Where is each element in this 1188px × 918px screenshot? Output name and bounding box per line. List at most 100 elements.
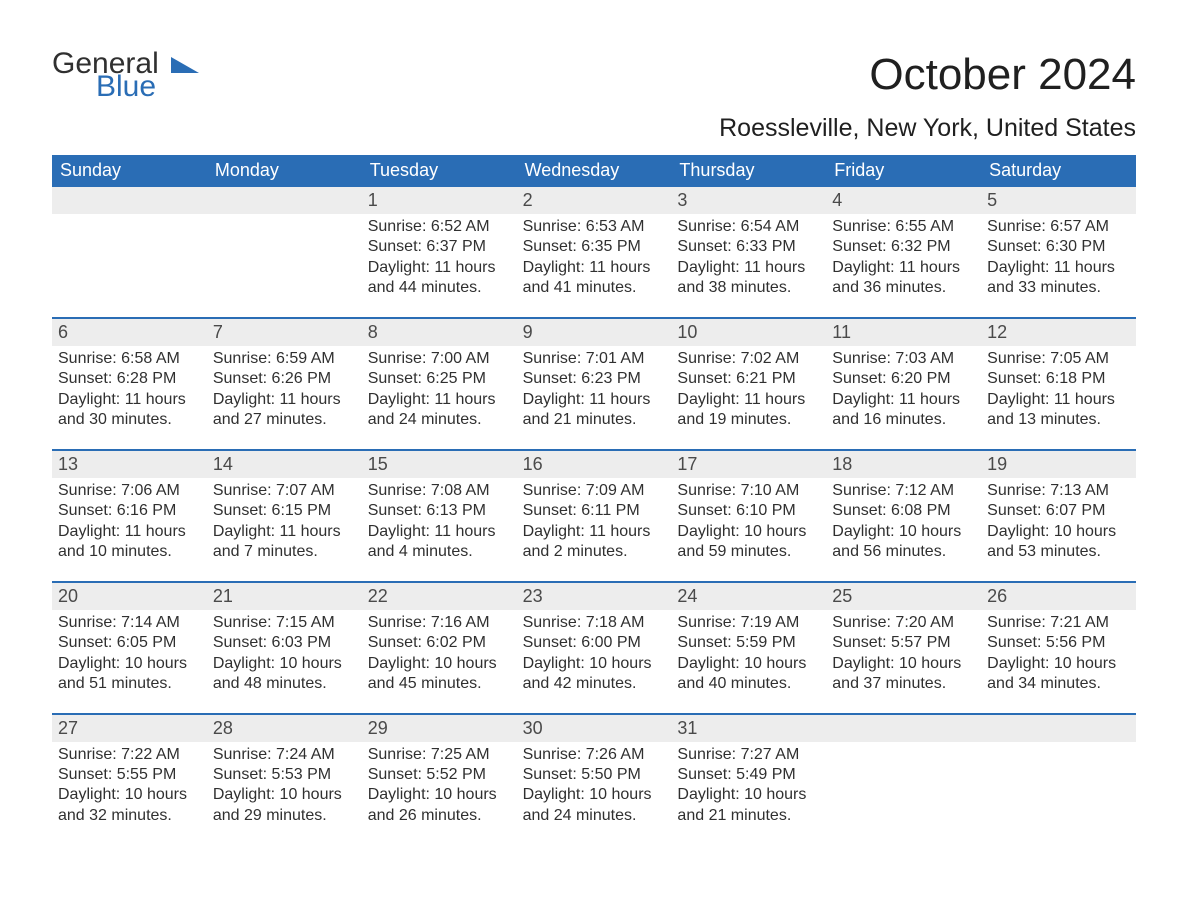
- day-line-ss: Sunset: 6:16 PM: [58, 501, 203, 521]
- day-number: 11: [826, 319, 981, 346]
- day-line-dl1: Daylight: 10 hours: [677, 522, 822, 542]
- day-line-dl2: and 21 minutes.: [523, 410, 668, 430]
- day-line-sr: Sunrise: 7:10 AM: [677, 481, 822, 501]
- calendar-cell: 6Sunrise: 6:58 AMSunset: 6:28 PMDaylight…: [52, 317, 207, 449]
- day-body: Sunrise: 6:54 AMSunset: 6:33 PMDaylight:…: [671, 214, 826, 299]
- day-number: 5: [981, 187, 1136, 214]
- day-line-dl2: and 42 minutes.: [523, 674, 668, 694]
- day-line-ss: Sunset: 6:30 PM: [987, 237, 1132, 257]
- day-number: 2: [517, 187, 672, 214]
- day-line-ss: Sunset: 6:37 PM: [368, 237, 513, 257]
- day-number: [981, 715, 1136, 742]
- calendar-cell: 30Sunrise: 7:26 AMSunset: 5:50 PMDayligh…: [517, 713, 672, 845]
- calendar-cell: 16Sunrise: 7:09 AMSunset: 6:11 PMDayligh…: [517, 449, 672, 581]
- day-line-dl2: and 24 minutes.: [523, 806, 668, 826]
- title-block: October 2024 Roessleville, New York, Uni…: [719, 50, 1136, 155]
- day-line-sr: Sunrise: 6:53 AM: [523, 217, 668, 237]
- day-number: [826, 715, 981, 742]
- day-number: 13: [52, 451, 207, 478]
- day-line-sr: Sunrise: 7:20 AM: [832, 613, 977, 633]
- day-line-dl2: and 53 minutes.: [987, 542, 1132, 562]
- day-line-sr: Sunrise: 7:00 AM: [368, 349, 513, 369]
- day-line-ss: Sunset: 6:10 PM: [677, 501, 822, 521]
- day-line-sr: Sunrise: 7:16 AM: [368, 613, 513, 633]
- day-body: Sunrise: 7:16 AMSunset: 6:02 PMDaylight:…: [362, 610, 517, 695]
- day-number: 21: [207, 583, 362, 610]
- calendar-cell: 29Sunrise: 7:25 AMSunset: 5:52 PMDayligh…: [362, 713, 517, 845]
- calendar-cell: 14Sunrise: 7:07 AMSunset: 6:15 PMDayligh…: [207, 449, 362, 581]
- day-line-sr: Sunrise: 7:14 AM: [58, 613, 203, 633]
- day-body: Sunrise: 7:05 AMSunset: 6:18 PMDaylight:…: [981, 346, 1136, 431]
- day-line-ss: Sunset: 5:57 PM: [832, 633, 977, 653]
- day-line-dl2: and 41 minutes.: [523, 278, 668, 298]
- calendar-cell: 31Sunrise: 7:27 AMSunset: 5:49 PMDayligh…: [671, 713, 826, 845]
- day-line-dl1: Daylight: 10 hours: [368, 785, 513, 805]
- day-line-ss: Sunset: 6:20 PM: [832, 369, 977, 389]
- day-number: 25: [826, 583, 981, 610]
- day-body: Sunrise: 7:25 AMSunset: 5:52 PMDaylight:…: [362, 742, 517, 827]
- day-line-sr: Sunrise: 7:19 AM: [677, 613, 822, 633]
- day-body: Sunrise: 7:14 AMSunset: 6:05 PMDaylight:…: [52, 610, 207, 695]
- calendar-cell: 24Sunrise: 7:19 AMSunset: 5:59 PMDayligh…: [671, 581, 826, 713]
- day-body: Sunrise: 7:24 AMSunset: 5:53 PMDaylight:…: [207, 742, 362, 827]
- day-line-ss: Sunset: 6:07 PM: [987, 501, 1132, 521]
- day-line-ss: Sunset: 6:11 PM: [523, 501, 668, 521]
- day-line-sr: Sunrise: 6:54 AM: [677, 217, 822, 237]
- calendar-cell: 18Sunrise: 7:12 AMSunset: 6:08 PMDayligh…: [826, 449, 981, 581]
- day-line-sr: Sunrise: 7:27 AM: [677, 745, 822, 765]
- day-line-dl2: and 4 minutes.: [368, 542, 513, 562]
- day-line-ss: Sunset: 6:33 PM: [677, 237, 822, 257]
- day-body: Sunrise: 6:52 AMSunset: 6:37 PMDaylight:…: [362, 214, 517, 299]
- day-line-dl1: Daylight: 11 hours: [58, 522, 203, 542]
- brand-logo: General Blue: [52, 50, 199, 101]
- day-body: Sunrise: 7:20 AMSunset: 5:57 PMDaylight:…: [826, 610, 981, 695]
- day-line-sr: Sunrise: 7:02 AM: [677, 349, 822, 369]
- day-body: Sunrise: 7:00 AMSunset: 6:25 PMDaylight:…: [362, 346, 517, 431]
- day-body: Sunrise: 7:06 AMSunset: 6:16 PMDaylight:…: [52, 478, 207, 563]
- day-line-ss: Sunset: 5:56 PM: [987, 633, 1132, 653]
- day-body: Sunrise: 7:09 AMSunset: 6:11 PMDaylight:…: [517, 478, 672, 563]
- day-line-ss: Sunset: 6:18 PM: [987, 369, 1132, 389]
- day-line-dl2: and 27 minutes.: [213, 410, 358, 430]
- day-number: 4: [826, 187, 981, 214]
- day-line-dl2: and 33 minutes.: [987, 278, 1132, 298]
- day-line-dl1: Daylight: 11 hours: [523, 522, 668, 542]
- day-line-ss: Sunset: 6:02 PM: [368, 633, 513, 653]
- day-line-dl2: and 48 minutes.: [213, 674, 358, 694]
- day-of-week-header: Saturday: [981, 155, 1136, 187]
- day-line-dl1: Daylight: 11 hours: [987, 390, 1132, 410]
- day-number: 15: [362, 451, 517, 478]
- day-line-sr: Sunrise: 7:13 AM: [987, 481, 1132, 501]
- day-body: Sunrise: 6:55 AMSunset: 6:32 PMDaylight:…: [826, 214, 981, 299]
- calendar-cell: [52, 187, 207, 317]
- day-body: Sunrise: 6:57 AMSunset: 6:30 PMDaylight:…: [981, 214, 1136, 299]
- day-line-dl2: and 29 minutes.: [213, 806, 358, 826]
- day-number: [52, 187, 207, 214]
- day-body: Sunrise: 7:21 AMSunset: 5:56 PMDaylight:…: [981, 610, 1136, 695]
- day-of-week-header: Tuesday: [362, 155, 517, 187]
- day-line-sr: Sunrise: 7:08 AM: [368, 481, 513, 501]
- day-number: 17: [671, 451, 826, 478]
- calendar-cell: 28Sunrise: 7:24 AMSunset: 5:53 PMDayligh…: [207, 713, 362, 845]
- calendar-cell: 20Sunrise: 7:14 AMSunset: 6:05 PMDayligh…: [52, 581, 207, 713]
- day-line-dl1: Daylight: 10 hours: [213, 785, 358, 805]
- calendar-cell: 13Sunrise: 7:06 AMSunset: 6:16 PMDayligh…: [52, 449, 207, 581]
- day-line-ss: Sunset: 6:15 PM: [213, 501, 358, 521]
- day-body: Sunrise: 6:53 AMSunset: 6:35 PMDaylight:…: [517, 214, 672, 299]
- brand-word-2: Blue: [96, 73, 199, 102]
- day-line-ss: Sunset: 5:59 PM: [677, 633, 822, 653]
- day-line-sr: Sunrise: 6:58 AM: [58, 349, 203, 369]
- calendar-cell: 7Sunrise: 6:59 AMSunset: 6:26 PMDaylight…: [207, 317, 362, 449]
- day-number: 9: [517, 319, 672, 346]
- day-line-dl2: and 10 minutes.: [58, 542, 203, 562]
- day-line-ss: Sunset: 6:25 PM: [368, 369, 513, 389]
- day-body: Sunrise: 7:12 AMSunset: 6:08 PMDaylight:…: [826, 478, 981, 563]
- day-of-week-header: Sunday: [52, 155, 207, 187]
- day-body: Sunrise: 7:08 AMSunset: 6:13 PMDaylight:…: [362, 478, 517, 563]
- day-body: Sunrise: 7:03 AMSunset: 6:20 PMDaylight:…: [826, 346, 981, 431]
- day-line-dl1: Daylight: 11 hours: [523, 390, 668, 410]
- day-line-dl2: and 19 minutes.: [677, 410, 822, 430]
- day-line-sr: Sunrise: 7:22 AM: [58, 745, 203, 765]
- day-body: Sunrise: 7:10 AMSunset: 6:10 PMDaylight:…: [671, 478, 826, 563]
- day-line-sr: Sunrise: 6:59 AM: [213, 349, 358, 369]
